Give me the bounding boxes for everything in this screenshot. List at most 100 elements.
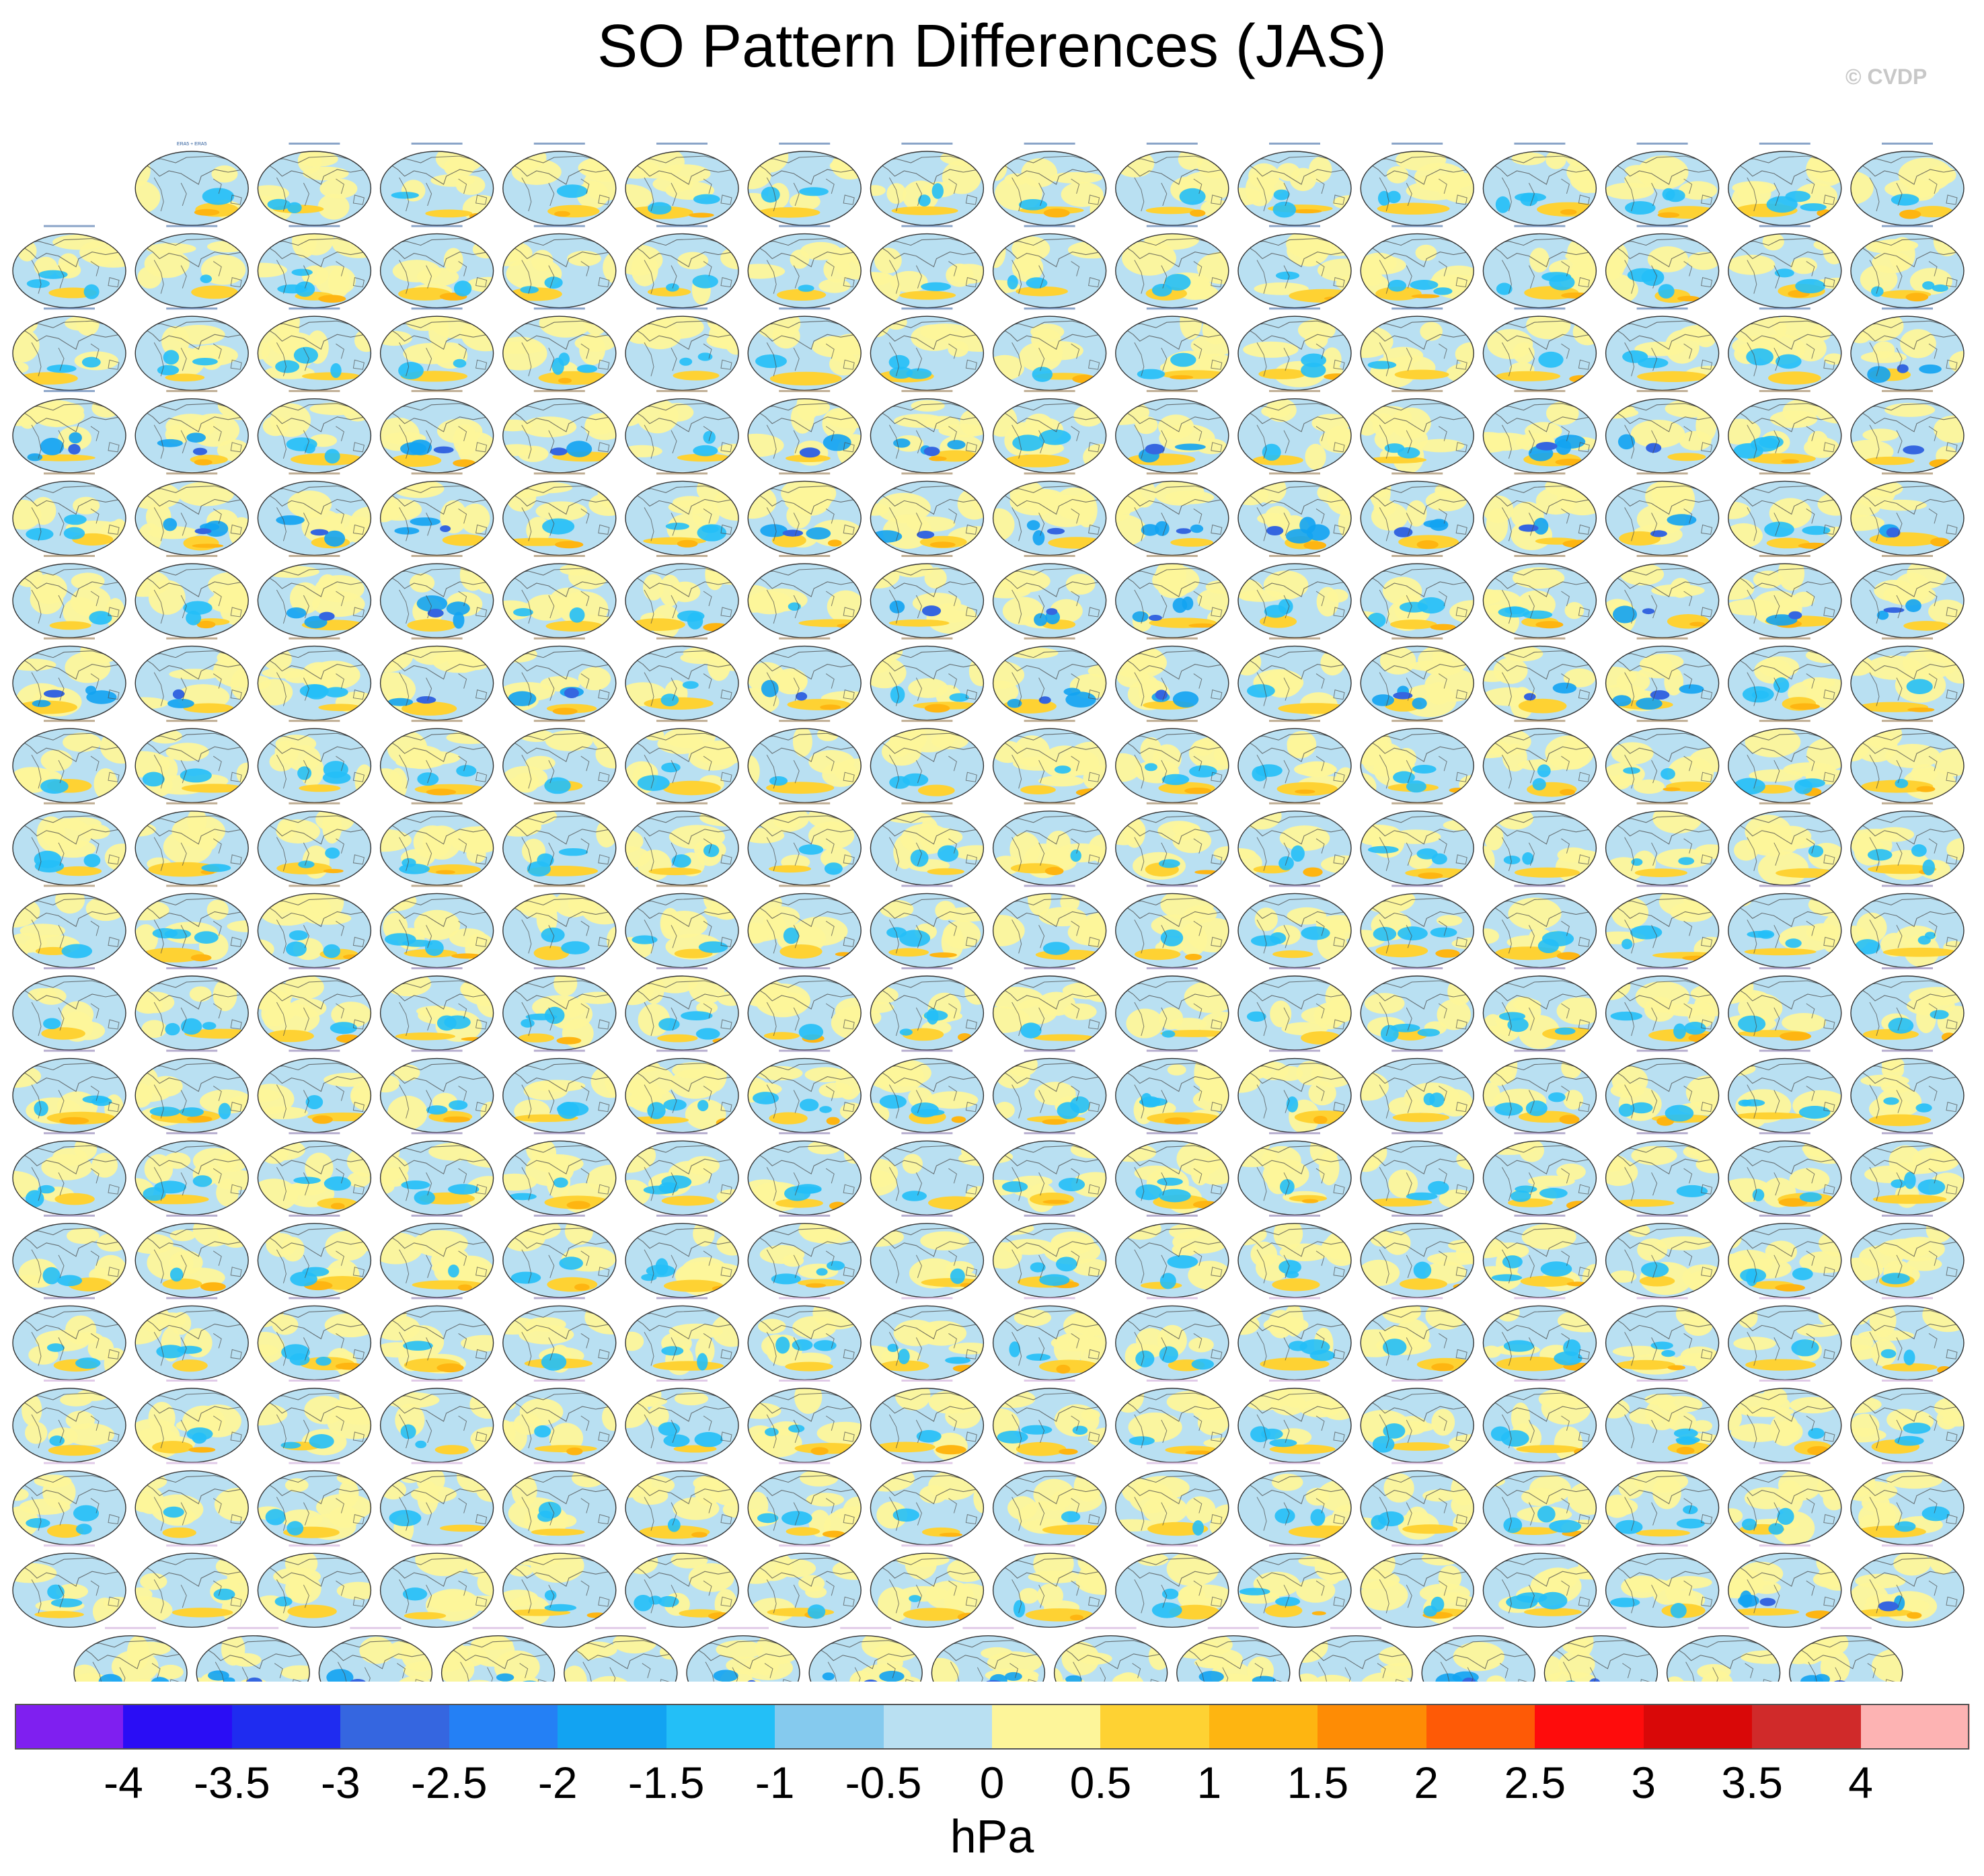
panel-title-mark [1146,1132,1198,1135]
map-panel [1237,1380,1352,1463]
map-panel [870,720,985,803]
map-panel [135,1297,249,1381]
panel-title-mark [1759,472,1810,475]
panel-title-mark [1146,1462,1198,1464]
map-panel [196,1626,310,1682]
panel-title-mark [1024,143,1075,145]
map-panel [992,1544,1107,1628]
panel-title-mark [1391,1462,1443,1464]
panel-title-mark [1024,802,1075,804]
panel-title-mark [1759,637,1810,640]
map-panel: ERA5 + ERA5 [135,142,249,226]
map-panel [1360,885,1474,969]
map-panel [1728,143,1842,226]
panel-title-mark [166,1214,218,1217]
map-panel [1115,143,1229,226]
map-panel [1237,967,1352,1051]
map-panel [625,967,739,1051]
panel-title-mark [1882,885,1933,887]
panel-title-mark [1269,389,1320,392]
map-panel [12,1132,126,1215]
panel-title-mark [901,1380,953,1382]
panel-title-mark [1882,1462,1933,1464]
map-panel [992,1132,1107,1215]
panel-title-mark [289,143,340,145]
map-panel [257,1132,372,1215]
map-panel [12,1380,126,1463]
colorbar-segment [558,1704,667,1750]
panel-title-mark [411,967,463,969]
panel-title-mark [289,555,340,557]
map-panel [747,143,862,226]
map-panel [1850,307,1964,391]
map-panel [1482,307,1597,391]
map-panel [1115,1049,1229,1133]
map-panel [1115,637,1229,721]
panel-title-mark [1391,307,1443,310]
panel-title-mark [656,720,708,722]
map-panel [1605,143,1720,226]
panel-title-mark [166,802,218,804]
map-panel [257,389,372,474]
panel-title-mark [411,1049,463,1052]
map-panel [1115,225,1229,309]
panel-title-mark [901,1132,953,1135]
colorbar-segment [1752,1704,1862,1750]
colorbar-tick-label: 1.5 [1287,1758,1349,1807]
map-panel [625,1544,739,1628]
panel-title-mark [779,472,831,475]
panel-title-mark [1024,885,1075,887]
panel-title-mark [533,1297,585,1300]
map-panel [870,389,985,474]
map-panel [1176,1626,1291,1682]
panel-title-mark [1882,967,1933,969]
map-panel [12,1297,126,1381]
map-panel [747,1297,862,1381]
panel-title-mark [1146,720,1198,722]
panel-title-mark [901,143,953,145]
panel-title-mark [411,1544,463,1547]
panel-title-mark [901,885,953,887]
map-panel [257,1544,372,1628]
map-panel [12,720,126,803]
panel-title-mark [779,637,831,640]
map-panel [1360,720,1474,803]
map-panel [135,802,249,886]
panel-title-mark [1882,1132,1933,1135]
colorbar-tick-label: 1 [1196,1758,1222,1807]
map-panel [1360,967,1474,1051]
map-panel [870,1544,985,1628]
panel-title-mark [1269,1544,1320,1547]
map-panel [1237,637,1352,721]
map-panel [1360,143,1474,226]
panel-title-mark [1146,1380,1198,1382]
map-panel [135,1544,249,1628]
colorbar-tick-label: 0 [979,1758,1005,1807]
map-panel [12,472,126,556]
panel-title-mark [44,472,95,475]
panel-title-mark [166,555,218,557]
panel-title-mark [1269,143,1320,145]
map-panel [441,1626,556,1682]
panel-title-mark [1391,143,1443,145]
panel-title-mark [411,1132,463,1135]
panel-title-mark [1085,1626,1137,1629]
panel-title-mark [44,555,95,557]
colorbar-tick-label: 2 [1414,1758,1439,1807]
panel-title-mark [1024,1297,1075,1300]
map-panel [1728,1544,1842,1628]
panel-title-mark [472,1626,524,1629]
panel-title-mark [1882,389,1933,392]
map-panel [1728,472,1842,556]
panel-title-mark [533,1544,585,1547]
map-panel [502,637,617,721]
panel-title-mark [1024,472,1075,475]
panel-title-mark [1882,307,1933,310]
panel-title-mark [289,1132,340,1135]
panel-title-mark [1636,1297,1688,1300]
map-panel [1360,1544,1474,1628]
map-panel [625,1214,739,1298]
map-panel [257,967,372,1051]
map-panel [73,1626,188,1682]
panel-title-mark [1882,1214,1933,1217]
